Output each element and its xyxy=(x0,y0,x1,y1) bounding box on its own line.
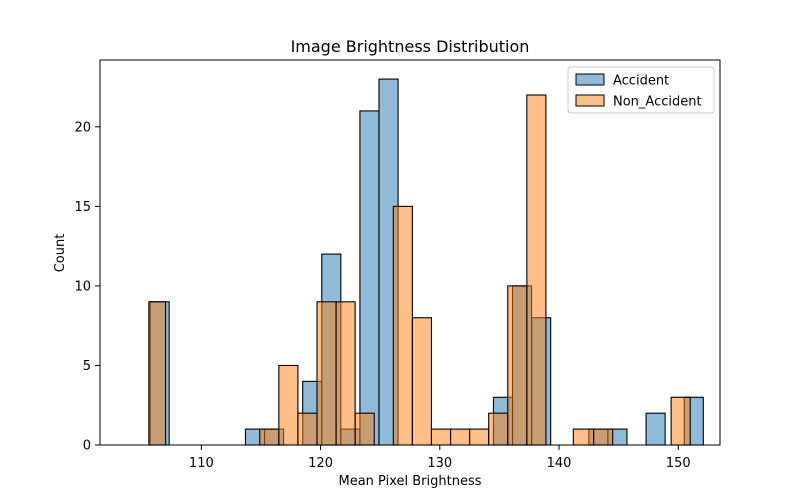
legend-swatch-non-accident xyxy=(575,94,605,107)
bar-non-accident-10 xyxy=(430,428,452,446)
y-tick-label: 0 xyxy=(83,439,91,454)
y-axis-label: Count xyxy=(53,234,68,273)
bar-non-accident-2 xyxy=(278,364,299,446)
legend-label-accident: Accident xyxy=(613,74,669,89)
y-tick-label: 20 xyxy=(74,120,91,135)
x-tick-label: 150 xyxy=(666,456,691,471)
axes-layer: 110 120 130 140 150 0 5 10 15 20 xyxy=(74,59,721,471)
bar-non-accident-16 xyxy=(572,428,595,446)
bar-non-accident-18 xyxy=(670,396,691,446)
x-tick-label: 130 xyxy=(427,456,452,471)
x-tick-label: 140 xyxy=(547,456,572,471)
bar-non-accident-9 xyxy=(411,317,433,446)
bars-layer xyxy=(148,78,704,446)
bar-non-accident-17 xyxy=(593,428,614,446)
legend-swatch-accident xyxy=(575,73,605,86)
bar-non-accident-11 xyxy=(449,428,471,446)
bar-non-accident-13 xyxy=(488,412,509,446)
x-tick-label: 120 xyxy=(308,456,333,471)
y-tick-label: 15 xyxy=(74,200,91,215)
bar-non-accident-14 xyxy=(507,285,528,446)
bar-non-accident-5 xyxy=(335,301,356,446)
bar-non-accident-12 xyxy=(469,428,490,446)
y-tick-label: 5 xyxy=(83,359,91,374)
legend: Accident Non_Accident xyxy=(567,66,715,114)
bar-non-accident-3 xyxy=(297,412,318,446)
plot-frame xyxy=(99,59,721,446)
bar-non-accident-6 xyxy=(354,412,375,446)
bar-non-accident-1 xyxy=(259,428,280,446)
bar-non-accident-4 xyxy=(316,301,337,446)
bar-non-accident-15 xyxy=(526,94,547,446)
bar-accident-13 xyxy=(645,412,666,446)
series-non-accident xyxy=(148,94,691,446)
legend-label-non-accident: Non_Accident xyxy=(613,95,702,110)
bar-accident-6 xyxy=(359,110,380,446)
x-axis-label: Mean Pixel Brightness xyxy=(339,474,482,489)
bar-non-accident-0 xyxy=(148,301,167,446)
x-tick-label: 110 xyxy=(189,456,214,471)
y-tick-label: 10 xyxy=(74,279,91,294)
chart-title: Image Brightness Distribution xyxy=(291,37,530,56)
bar-non-accident-8 xyxy=(392,205,413,446)
